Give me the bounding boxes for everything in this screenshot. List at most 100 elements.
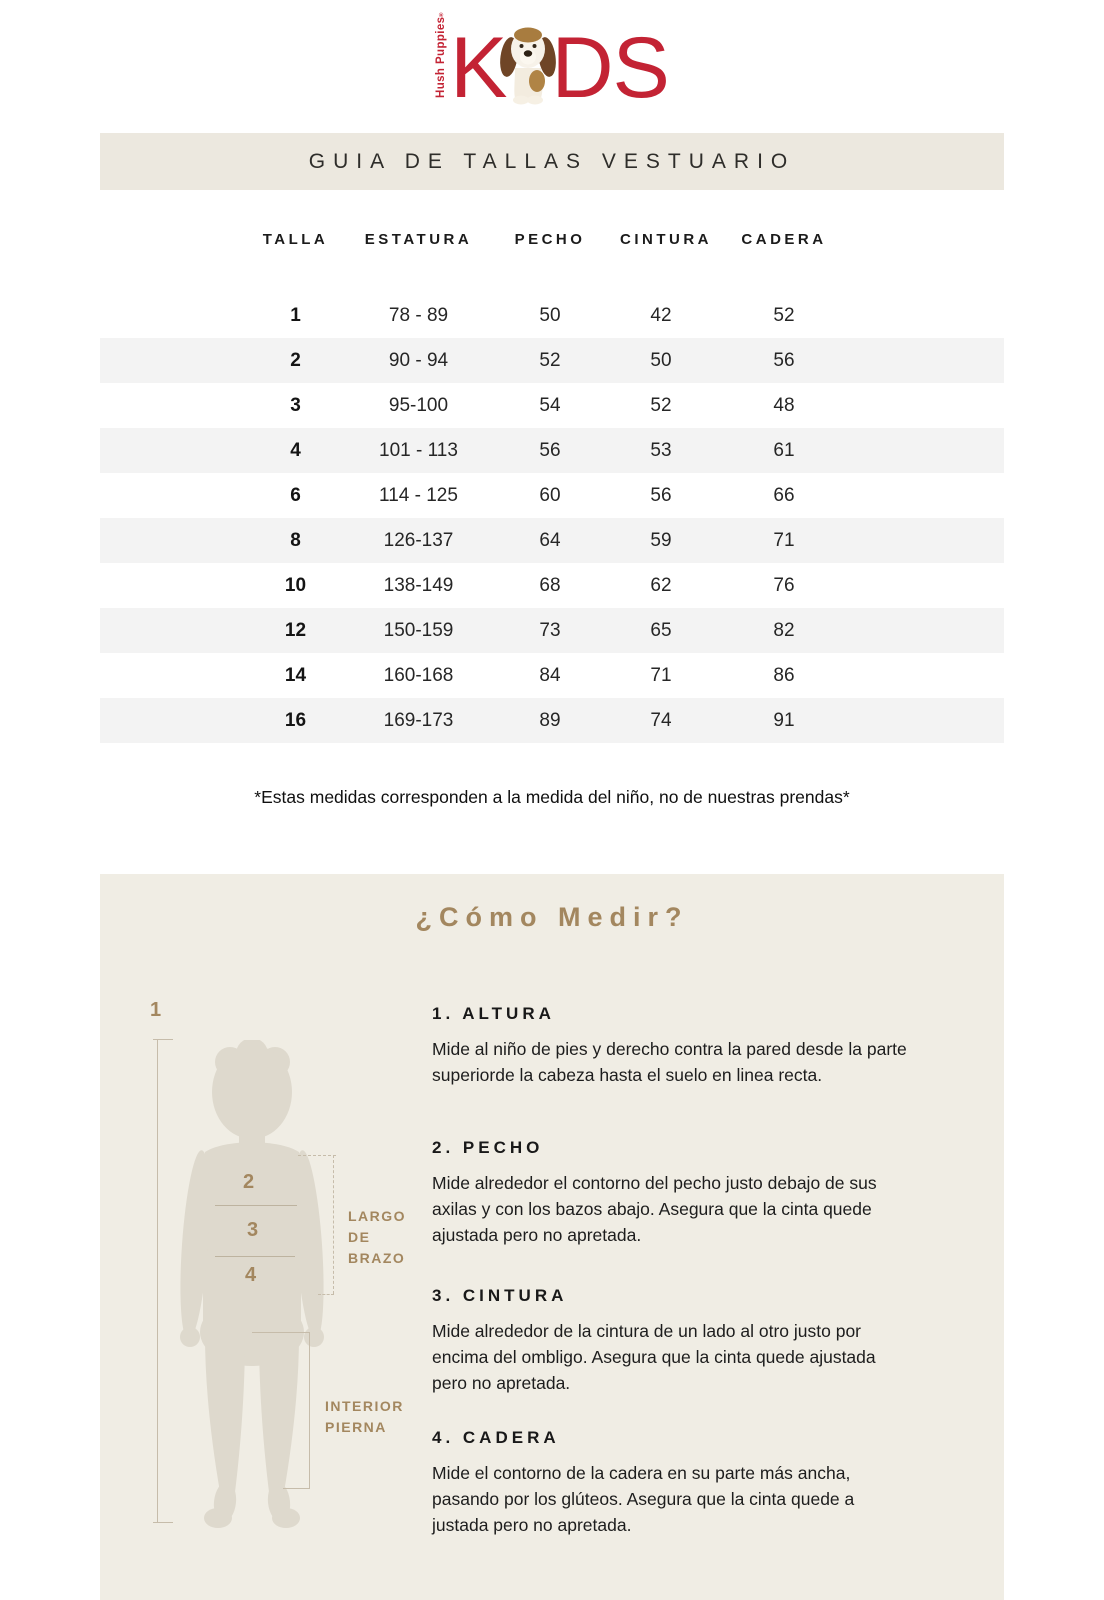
table-row: 8 126-137 64 59 71	[100, 518, 1004, 563]
cell-pecho: 60	[539, 484, 561, 506]
cell-pecho: 54	[539, 394, 561, 416]
cell-talla: 6	[290, 484, 301, 506]
table-row: 14 160-168 84 71 86	[100, 653, 1004, 698]
cell-estatura: 138-149	[383, 574, 454, 596]
leg-label-line2: PIERNA	[325, 1419, 387, 1435]
column-header-cadera: CADERA	[741, 231, 827, 248]
step-altura: 1. ALTURA Mide al niño de pies y derecho…	[432, 1004, 914, 1088]
cell-estatura: 169-173	[383, 709, 454, 731]
arm-label-line3: BRAZO	[348, 1250, 406, 1266]
step-heading: 4. CADERA	[432, 1428, 560, 1447]
step-heading: 2. PECHO	[432, 1138, 544, 1157]
chest-line	[215, 1205, 297, 1206]
cell-talla: 8	[290, 529, 301, 551]
cell-cadera: 82	[773, 619, 795, 641]
cell-talla: 16	[284, 709, 307, 731]
height-line-bottom-tick	[153, 1522, 173, 1523]
section-title: ¿Cómo Medir?	[415, 902, 689, 932]
registered-mark: ®	[438, 10, 445, 17]
table-row: 12 150-159 73 65 82	[100, 608, 1004, 653]
figure-number-4: 4	[245, 1264, 257, 1286]
table-row: 10 138-149 68 62 76	[100, 563, 1004, 608]
cell-pecho: 56	[539, 439, 561, 461]
arm-label-line1: LARGO	[348, 1208, 407, 1224]
step-text: Mide alrededor de la cintura de un lado …	[432, 1321, 876, 1393]
table-header-row: TALLA ESTATURA PECHO CINTURA CADERA	[100, 231, 1004, 248]
basset-hound-icon	[500, 27, 557, 105]
column-header-pecho: PECHO	[514, 231, 586, 248]
cell-estatura: 126-137	[383, 529, 454, 551]
banner-title: GUIA DE TALLAS VESTUARIO	[308, 149, 796, 173]
cell-estatura: 150-159	[383, 619, 454, 641]
cell-cintura: 74	[650, 709, 672, 731]
table-row: 1 78 - 89 50 42 52	[100, 293, 1004, 338]
cell-cintura: 59	[650, 529, 672, 551]
cell-cadera: 91	[773, 709, 795, 731]
height-line-top-tick	[153, 1039, 173, 1040]
measurement-note: *Estas medidas corresponden a la medida …	[254, 787, 850, 807]
cell-estatura: 101 - 113	[379, 439, 458, 461]
cell-cintura: 65	[650, 619, 672, 641]
logo-letters-ds: DS	[551, 19, 669, 116]
column-header-cintura: CINTURA	[620, 231, 712, 248]
table-row: 16 169-173 89 74 91	[100, 698, 1004, 743]
cell-estatura: 95-100	[388, 394, 449, 416]
brand-name-vertical: Hush Puppies®	[435, 10, 447, 98]
cell-cadera: 66	[773, 484, 795, 506]
cell-talla: 12	[284, 619, 307, 641]
table-row: 4 101 - 113 56 53 61	[100, 428, 1004, 473]
cell-estatura: 90 - 94	[388, 349, 449, 371]
cell-estatura: 78 - 89	[388, 304, 449, 326]
cell-cadera: 52	[773, 304, 795, 326]
brand-name-text: Hush Puppies	[435, 16, 448, 98]
column-header-estatura: ESTATURA	[364, 231, 473, 248]
inner-leg-vertical	[309, 1332, 310, 1488]
step-text: Mide al niño de pies y derecho contra la…	[432, 1039, 907, 1085]
column-header-talla: TALLA	[262, 231, 329, 248]
cell-cintura: 53	[650, 439, 672, 461]
cell-pecho: 52	[539, 349, 561, 371]
inner-leg-label: INTERIOR PIERNA	[325, 1396, 404, 1438]
figure-number-2: 2	[243, 1171, 255, 1193]
step-heading: 1. ALTURA	[432, 1004, 555, 1023]
cell-cintura: 62	[650, 574, 672, 596]
arm-length-label: LARGO DE BRAZO	[348, 1206, 406, 1269]
cell-pecho: 84	[539, 664, 561, 686]
cell-cadera: 86	[773, 664, 795, 686]
cell-pecho: 68	[539, 574, 561, 596]
cell-cintura: 42	[650, 304, 672, 326]
cell-estatura: 114 - 125	[379, 484, 458, 506]
cell-cadera: 48	[773, 394, 795, 416]
leg-label-line1: INTERIOR	[325, 1398, 404, 1414]
table-row: 3 95-100 54 52 48	[100, 383, 1004, 428]
cell-cadera: 61	[773, 439, 795, 461]
cell-pecho: 50	[539, 304, 561, 326]
step-heading: 3. CINTURA	[432, 1286, 568, 1305]
cell-talla: 4	[290, 439, 301, 461]
cell-cadera: 56	[773, 349, 795, 371]
waist-line	[215, 1256, 295, 1257]
step-text: Mide el contorno de la cadera en su part…	[432, 1463, 855, 1535]
table-row: 6 114 - 125 60 56 66	[100, 473, 1004, 518]
cell-talla: 10	[284, 574, 307, 596]
cell-talla: 1	[290, 304, 301, 326]
hush-puppies-kids-logo: Hush Puppies® K DS	[0, 10, 1104, 116]
arm-bracket-bottom	[318, 1294, 334, 1295]
table-row: 2 90 - 94 52 50 56	[100, 338, 1004, 383]
step-cintura: 3. CINTURA Mide alrededor de la cintura …	[432, 1286, 914, 1396]
cell-pecho: 64	[539, 529, 561, 551]
step-text: Mide alrededor el contorno del pecho jus…	[432, 1173, 877, 1245]
cell-cintura: 56	[650, 484, 672, 506]
size-guide-banner: GUIA DE TALLAS VESTUARIO	[100, 133, 1004, 190]
step-pecho: 2. PECHO Mide alrededor el contorno del …	[432, 1138, 914, 1248]
arm-label-line2: DE	[348, 1229, 371, 1245]
height-line	[157, 1039, 158, 1523]
figure-number-1: 1	[150, 999, 162, 1021]
step-cadera: 4. CADERA Mide el contorno de la cadera …	[432, 1428, 914, 1538]
child-silhouette	[180, 1040, 324, 1528]
cell-estatura: 160-168	[383, 664, 454, 686]
cell-pecho: 89	[539, 709, 561, 731]
inner-leg-top	[252, 1332, 309, 1333]
cell-cadera: 71	[773, 529, 795, 551]
